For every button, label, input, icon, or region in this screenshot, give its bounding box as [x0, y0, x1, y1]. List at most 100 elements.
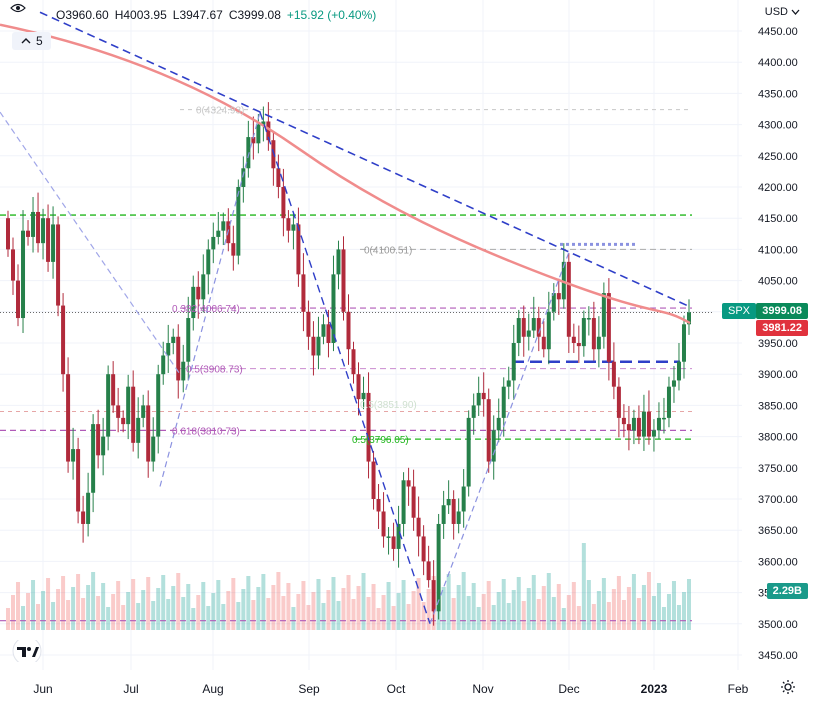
candle-body [301, 274, 306, 312]
candle-body [286, 218, 291, 231]
volume-bar [41, 591, 46, 630]
volume-bar [151, 601, 156, 630]
volume-bar [511, 590, 516, 630]
candle-body [311, 336, 316, 356]
candle-body [101, 436, 106, 456]
candle-body [31, 211, 36, 237]
volume-bar [161, 575, 166, 630]
volume-bar [471, 583, 476, 630]
candle-body [416, 517, 421, 537]
volume-bar [116, 581, 121, 630]
volume-bar [281, 596, 286, 630]
y-axis-tick-label: 3650.00 [758, 525, 798, 537]
candle-body [156, 374, 161, 437]
volume-bar [646, 572, 651, 630]
rally-line [159, 111, 261, 487]
candle-body [521, 318, 526, 337]
chevron-down-icon [791, 9, 800, 15]
candle-body [556, 293, 561, 300]
candle-body [541, 336, 546, 350]
candle-body [176, 336, 181, 381]
fib-label-top: 0(4324.93) [196, 106, 244, 117]
candle-body [546, 311, 551, 350]
candle-body [106, 374, 111, 437]
volume-bar [421, 602, 426, 630]
candle-body [356, 374, 361, 400]
y-axis-tick-label: 4350.00 [758, 88, 798, 100]
volume-bar [541, 586, 546, 630]
volume-bar [676, 605, 681, 630]
candle-body [256, 124, 261, 144]
candle-body [46, 218, 51, 262]
volume-bar [476, 607, 481, 630]
candle-body [86, 492, 91, 524]
candle-body [131, 386, 136, 443]
x-axis-tick-label: Dec [558, 682, 579, 696]
tradingview-logo-icon[interactable] [12, 640, 42, 662]
volume-bar [141, 590, 146, 630]
candle-body [576, 343, 581, 347]
volume-bar [71, 587, 76, 630]
settings-gear-icon[interactable] [780, 679, 796, 695]
volume-bar [351, 599, 356, 630]
candle-body [581, 318, 586, 347]
fib-label-05: 0.5(3908.73) [186, 365, 243, 376]
volume-bar [686, 579, 691, 630]
candle-body [531, 318, 536, 331]
candle-body [331, 274, 336, 343]
candle-body [161, 355, 166, 375]
volume-bar [556, 584, 561, 630]
volume-bar [166, 599, 171, 630]
candle-body [681, 324, 686, 362]
volume-bar [306, 605, 311, 630]
candle-body [216, 230, 221, 237]
volume-bar [426, 589, 431, 630]
y-axis-tick-label: 3950.00 [758, 338, 798, 350]
volume-bar [36, 604, 41, 630]
candle-body [451, 499, 456, 524]
x-axis-tick-label: Aug [202, 682, 223, 696]
y-axis-tick-label: 4400.00 [758, 57, 798, 69]
volume-bar [581, 543, 586, 630]
candle-body [41, 218, 46, 244]
candle-body [211, 236, 216, 250]
change-value: +15.92 (+0.40%) [286, 8, 377, 22]
volume-bar [236, 602, 241, 630]
candle-body [6, 218, 10, 250]
fib-label-618: 0.618(3810.73) [172, 426, 240, 437]
candle-body [466, 417, 471, 487]
candle-body [351, 349, 356, 375]
low-value: L3947.67 [172, 8, 223, 22]
candle-body [231, 243, 236, 256]
volume-bar [276, 572, 281, 630]
volume-bar [56, 589, 61, 630]
candle-body [386, 536, 391, 538]
candle-body [486, 399, 491, 462]
candle-body [26, 230, 31, 237]
currency-selector[interactable]: USD [765, 6, 800, 18]
volume-bar [136, 603, 141, 630]
volume-bar [121, 605, 126, 630]
volume-bar [506, 603, 511, 630]
fib-label-right-0: 0(4100.51) [364, 245, 412, 256]
candle-body [251, 137, 256, 144]
fan-line [0, 111, 181, 375]
interval-button[interactable]: 5 [12, 32, 51, 50]
candle-body [246, 137, 251, 169]
close-value: C3999.08 [228, 8, 281, 22]
candle-body [151, 436, 156, 462]
volume-bar [466, 596, 471, 630]
volume-bar [296, 594, 301, 630]
volume-bar [571, 582, 576, 630]
volume-bar [641, 585, 646, 630]
candle-body [536, 318, 541, 337]
eye-icon[interactable] [10, 3, 26, 13]
volume-bar [326, 590, 331, 630]
volume-bar [376, 608, 381, 630]
volume-bar [131, 579, 136, 630]
volume-bar [391, 606, 396, 630]
interval-label: 5 [36, 34, 43, 48]
volume-bar [31, 580, 36, 630]
